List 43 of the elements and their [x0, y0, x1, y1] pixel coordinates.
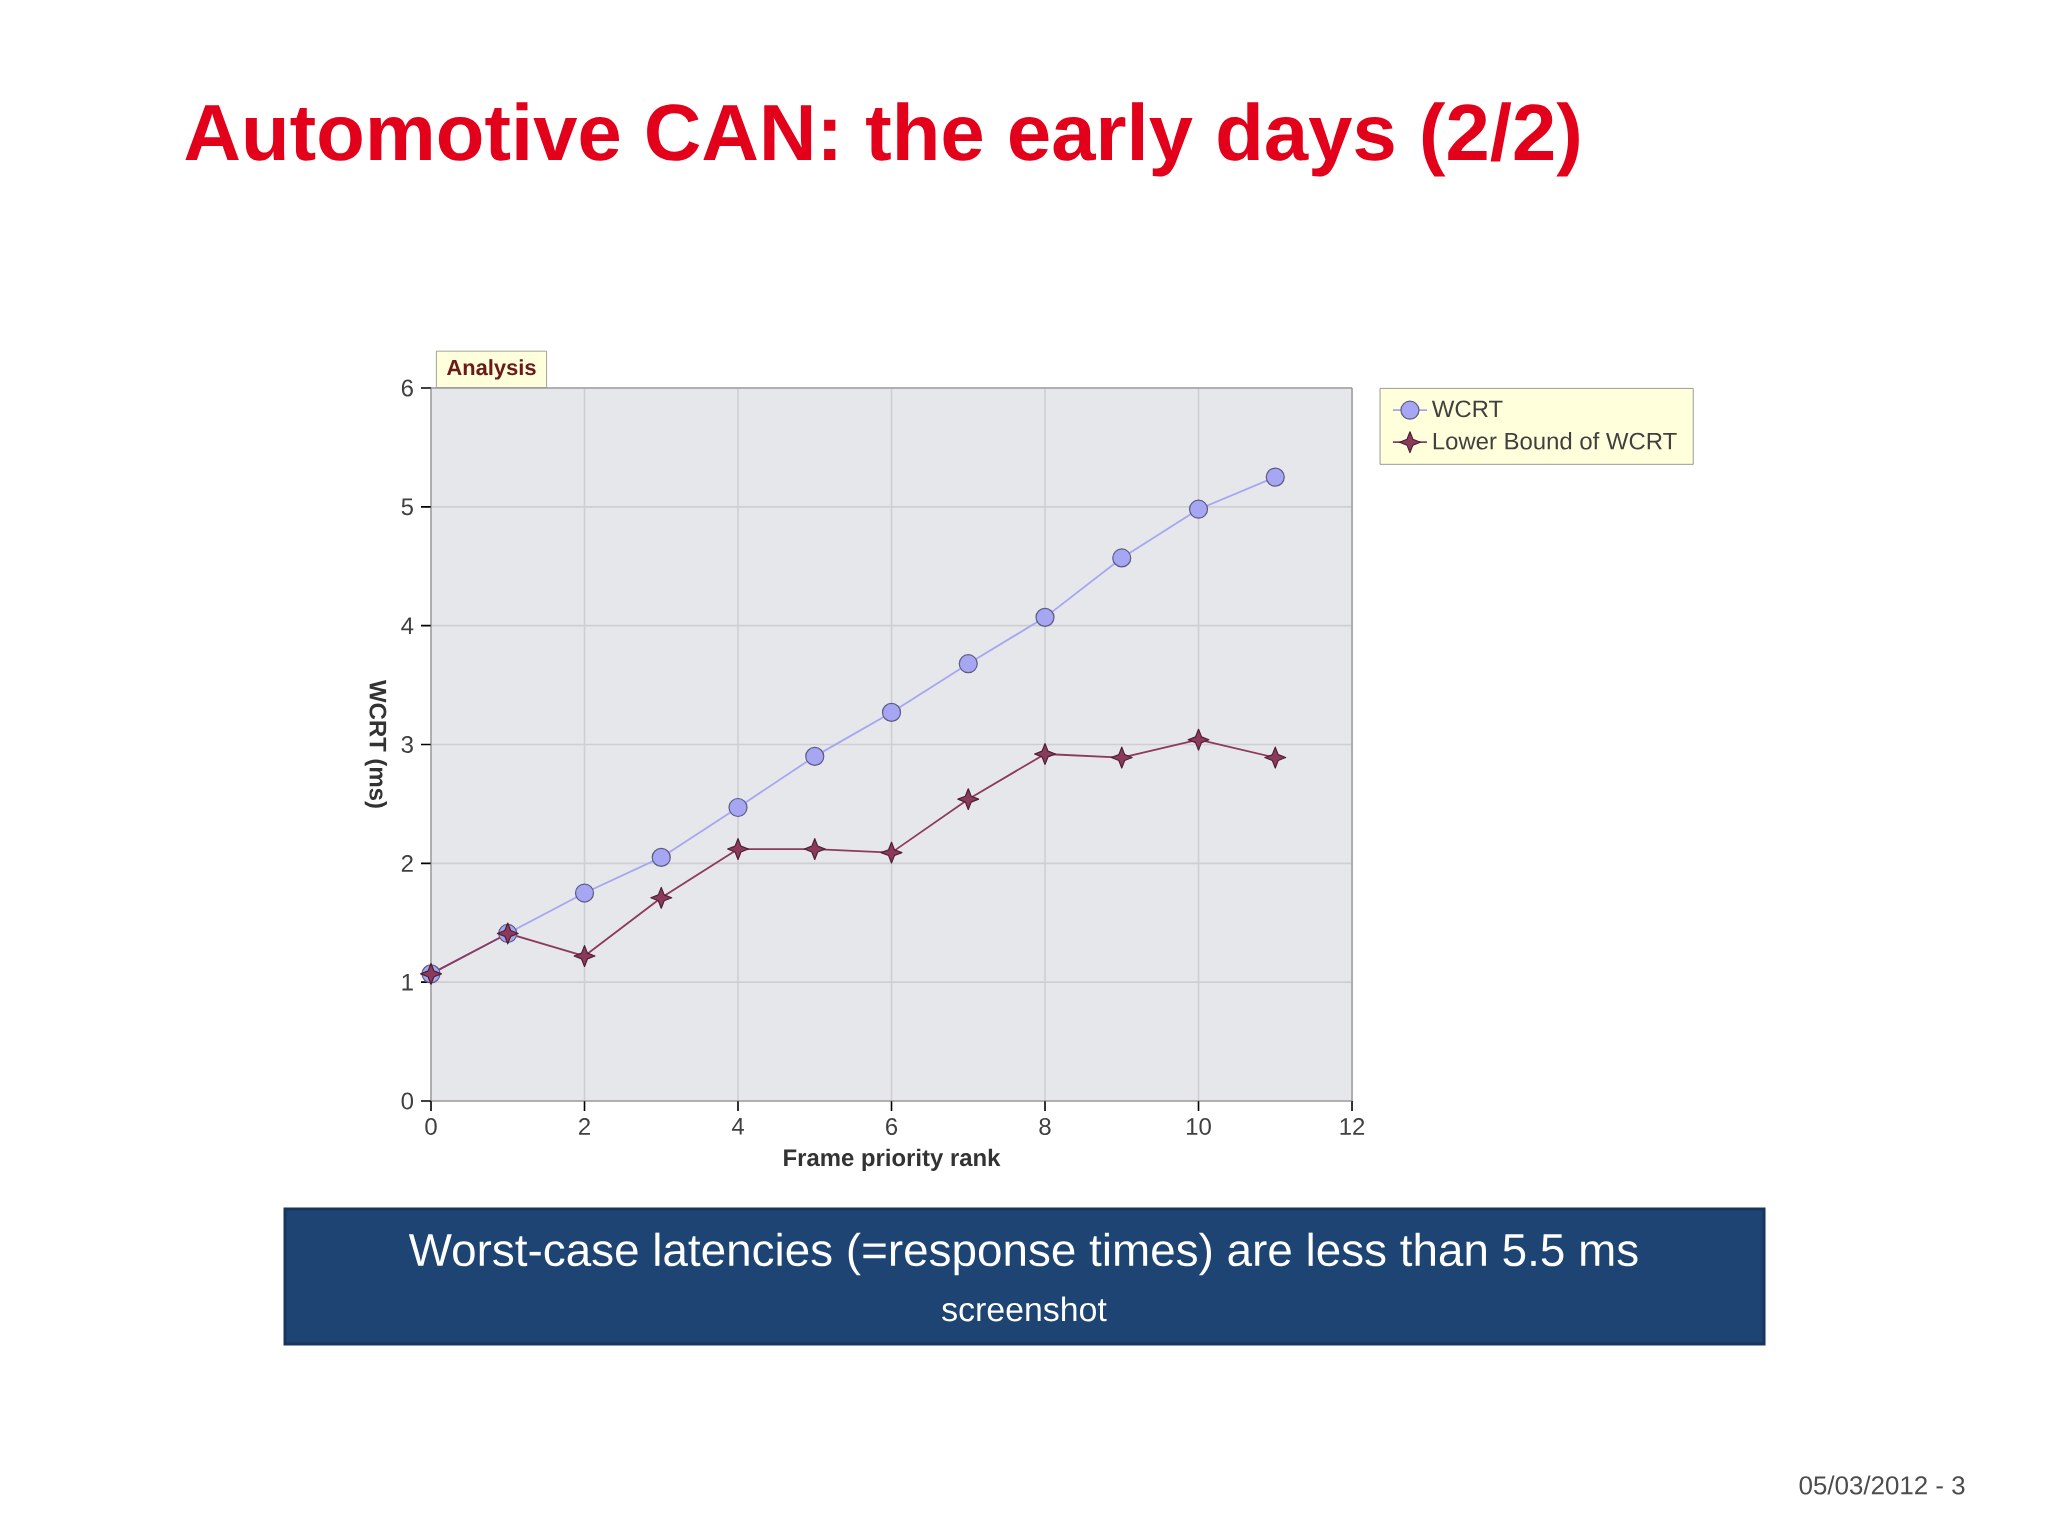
point — [728, 797, 748, 818]
x-tick-label: 12 — [1340, 1118, 1365, 1135]
point — [1112, 548, 1132, 568]
point — [727, 838, 750, 861]
point — [881, 702, 902, 723]
point — [1035, 607, 1055, 627]
y-tick-label: 3 — [401, 736, 413, 753]
chart-title: Automotive CAN: the early days (2/2) — [185, 102, 1579, 177]
y-tick-label: 4 — [401, 617, 414, 634]
text: Analysis — [446, 359, 536, 380]
legend-label: WCRT — [1431, 400, 1503, 418]
point — [1265, 467, 1285, 487]
y-tick-label: 0 — [401, 1092, 414, 1110]
point — [1187, 728, 1210, 751]
point — [573, 945, 596, 968]
x-tick-label: 6 — [886, 1118, 898, 1135]
point — [574, 883, 595, 903]
x-tick-label: 2 — [579, 1118, 590, 1135]
point — [1264, 746, 1287, 769]
point — [1110, 746, 1133, 769]
legend-label: Lower Bound of WCRT — [1433, 432, 1677, 450]
x-tick-label: 8 — [1039, 1118, 1051, 1135]
x-tick-label: 4 — [731, 1118, 744, 1135]
y-axis-title: WCRT (ms) — [364, 680, 387, 808]
text: screenshot — [942, 1296, 1107, 1322]
point — [957, 788, 980, 811]
point — [880, 841, 903, 864]
y-tick-label: 2 — [401, 854, 413, 872]
point — [803, 838, 826, 861]
point — [650, 886, 673, 909]
x-tick-label: 10 — [1187, 1118, 1211, 1135]
point — [651, 847, 671, 867]
point — [1034, 743, 1057, 765]
text: Worst-case latencies (=response times) are less than 5.5 ms — [408, 1232, 1638, 1276]
point — [1188, 499, 1209, 519]
y-tick-label: 5 — [401, 498, 413, 516]
point — [958, 654, 978, 674]
y-tick-label: 6 — [401, 379, 413, 397]
y-tick-label: 1 — [402, 973, 413, 991]
point — [805, 746, 825, 766]
text: 05/03/2012 - 3 — [1799, 1475, 1965, 1495]
x-tick-label: 0 — [425, 1118, 437, 1135]
x-axis-title: Frame priority rank — [784, 1148, 1001, 1171]
